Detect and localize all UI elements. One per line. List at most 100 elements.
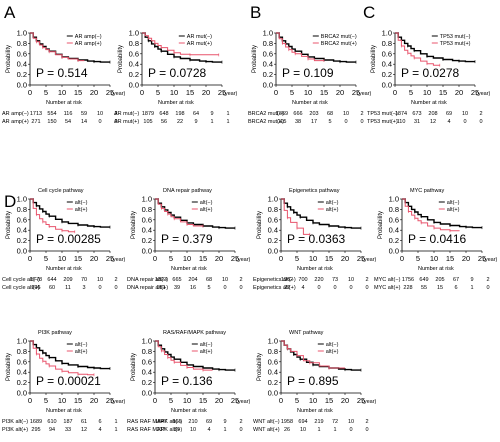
risk-row-label: MYC alt(+) [374, 285, 401, 291]
legend-label: alt(−) [75, 200, 88, 206]
risk-count: 1962 [281, 277, 293, 283]
p-value: P = 0.895 [287, 374, 339, 388]
risk-count: 204 [188, 277, 197, 283]
risk-count: 0 [114, 119, 117, 125]
risk-count: 61 [81, 419, 87, 425]
legend-label: TP53 mut(+) [440, 41, 471, 47]
risk-title: Number at risk [158, 100, 194, 106]
km-curve-positive [155, 198, 203, 227]
legend-label: alt(−) [200, 200, 213, 206]
risk-count: 666 [293, 111, 302, 117]
risk-row-label: AR mut(−) [114, 111, 139, 117]
legend-label: alt(+) [75, 349, 88, 355]
risk-count: 1756 [402, 277, 414, 283]
legend-label: alt(+) [326, 349, 339, 355]
km-curve-positive [276, 32, 324, 62]
risk-count: 208 [428, 111, 437, 117]
y-tick-label: 0.4 [263, 60, 273, 69]
y-axis-label: Probability [257, 211, 263, 239]
risk-count: 2 [239, 419, 242, 425]
y-tick-label: 1.0 [17, 195, 27, 204]
risk-count: 2 [486, 277, 489, 283]
y-tick-label: 1.0 [389, 195, 399, 204]
risk-count: 110 [397, 119, 406, 125]
chart-title: WNT pathway [289, 330, 324, 336]
risk-row-label: Epigenetics alt(+) [253, 285, 296, 291]
legend-label: alt(−) [326, 342, 339, 348]
risk-count: 0 [479, 119, 482, 125]
y-tick-label: 0.6 [17, 215, 27, 224]
y-axis-label: Probability [6, 45, 12, 73]
risk-count: 0 [463, 119, 466, 125]
chart-title: MYC pathway [410, 188, 444, 194]
x-tick-label: 25 [106, 396, 114, 405]
y-axis-label: Probability [371, 45, 377, 73]
x-tick-label: 20 [202, 88, 210, 97]
x-tick-label: 10 [170, 88, 178, 97]
risk-title: Number at risk [46, 100, 82, 106]
risk-count: 73 [332, 277, 338, 283]
y-axis-label: Probability [252, 45, 258, 73]
risk-count: 1 [223, 427, 226, 433]
km-curve-negative [281, 198, 361, 229]
x-tick-label: 15 [199, 254, 207, 263]
risk-count: 56 [161, 119, 167, 125]
y-tick-label: 1.0 [142, 195, 152, 204]
x-tick-label: 5 [44, 396, 48, 405]
y-tick-label: 1.0 [382, 29, 392, 38]
risk-count: 12 [430, 119, 436, 125]
risk-count: 220 [314, 277, 323, 283]
risk-count: 210 [188, 419, 197, 425]
risk-count: 3 [82, 285, 85, 291]
risk-count: 209 [63, 277, 72, 283]
risk-count: 1879 [142, 111, 154, 117]
p-value: P = 0.514 [36, 66, 88, 80]
risk-count: 69 [446, 111, 452, 117]
risk-count: 54 [65, 119, 71, 125]
km-chart-9: PI3K pathway 0.0 0.20.4 0.60.81.0 Probabilit… [2, 330, 126, 433]
risk-count: 665 [172, 277, 181, 283]
x-tick-label: 10 [183, 254, 191, 263]
risk-count: 105 [143, 119, 152, 125]
risk-row-label: RAS RAF MAPK alt(−) [127, 419, 182, 425]
risk-row-label: RAS RAF MAPK alt(+) [127, 427, 182, 433]
risk-count: 2 [365, 277, 368, 283]
risk-count: 205 [435, 277, 444, 283]
risk-title: Number at risk [171, 408, 207, 414]
risk-count: 137 [156, 427, 165, 433]
x-tick-label: 15 [74, 88, 82, 97]
risk-count: 1847 [155, 419, 167, 425]
risk-count: 0 [114, 285, 117, 291]
risk-row-label: Epigenetics alt(−) [253, 277, 296, 283]
risk-count: 0 [333, 285, 336, 291]
x-tick-label: 25 [357, 254, 365, 263]
y-tick-label: 0.2 [263, 70, 273, 79]
y-tick-label: 0.2 [382, 70, 392, 79]
risk-count: 116 [64, 111, 73, 117]
risk-count: 150 [47, 119, 56, 125]
risk-count: 9 [223, 419, 226, 425]
risk-count: 33 [65, 427, 71, 433]
y-tick-label: 0.4 [142, 368, 152, 377]
chart-title: Cell cycle pathway [38, 188, 84, 194]
p-value: P = 0.00021 [36, 374, 101, 388]
risk-count: 1 [114, 419, 117, 425]
y-tick-label: 0.4 [17, 60, 27, 69]
p-value: P = 0.0363 [287, 232, 345, 246]
risk-count: 4 [447, 119, 450, 125]
x-tick-label: 25 [478, 254, 486, 263]
risk-count: 2 [365, 419, 368, 425]
km-curve-negative [155, 198, 235, 229]
km-chart-6: DNA repair pathway 0.0 0.20.4 0.60.81.0 Prob… [127, 188, 251, 291]
y-tick-label: 0.6 [382, 49, 392, 58]
risk-count: 1689 [30, 419, 42, 425]
y-axis-label: Probability [118, 45, 124, 73]
risk-count: 1778 [30, 277, 42, 283]
y-tick-label: 0.0 [129, 81, 139, 90]
y-tick-label: 0.2 [129, 70, 139, 79]
x-tick-label: 20 [215, 254, 223, 263]
risk-count: 1 [114, 427, 117, 433]
risk-row-label: DNA repair alt(+) [127, 285, 168, 291]
legend-label: alt(−) [326, 200, 339, 206]
